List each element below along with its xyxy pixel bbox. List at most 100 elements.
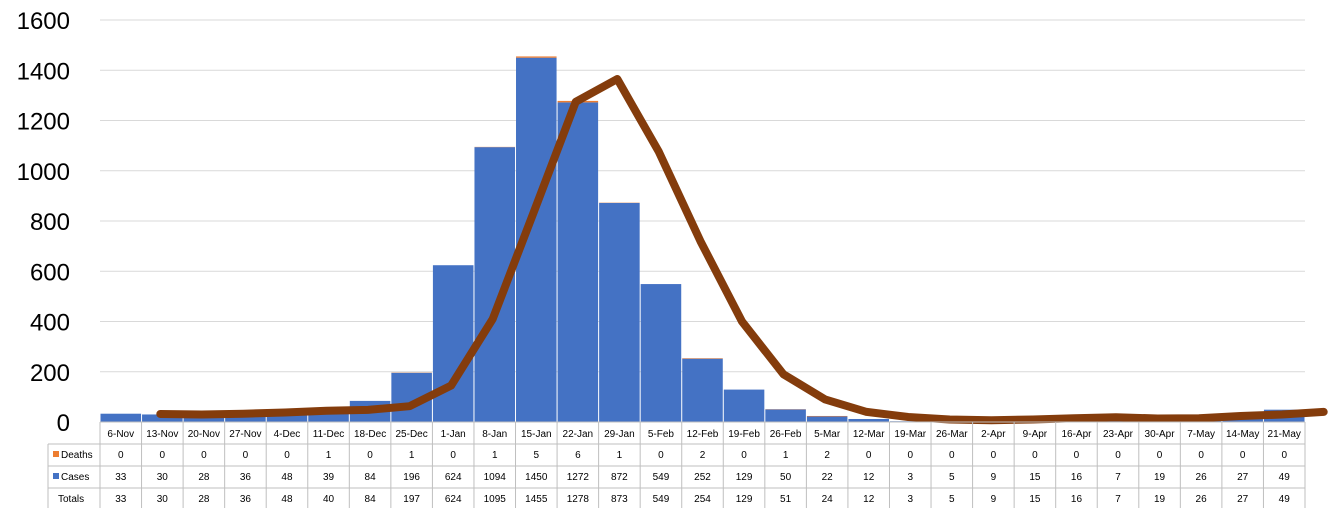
table-cell: 1 — [409, 450, 415, 461]
legend-swatch — [53, 451, 59, 457]
table-cell: 1094 — [484, 472, 507, 483]
x-category-label: 14-May — [1226, 429, 1259, 440]
table-cell: 5 — [534, 450, 540, 461]
table-cell: 1 — [326, 450, 332, 461]
table-cell: 84 — [365, 472, 377, 483]
x-category-label: 20-Nov — [188, 429, 220, 440]
table-cell: 197 — [403, 494, 420, 505]
table-cell: 0 — [243, 450, 249, 461]
table-cell: 1 — [783, 450, 789, 461]
table-cell: 196 — [403, 472, 420, 483]
table-cell: 6 — [575, 450, 581, 461]
table-cell: 1455 — [525, 494, 548, 505]
legend-swatch — [53, 473, 59, 479]
y-tick-label: 800 — [30, 209, 70, 236]
table-cell: 7 — [1115, 494, 1121, 505]
table-cell: 9 — [991, 472, 997, 483]
x-category-label: 5-Feb — [648, 429, 675, 440]
table-row-label: Totals — [58, 494, 84, 505]
table-cell: 19 — [1154, 494, 1166, 505]
table-cell: 9 — [991, 494, 997, 505]
bar-cases — [807, 416, 848, 422]
table-cell: 0 — [866, 450, 872, 461]
table-cell: 0 — [991, 450, 997, 461]
x-category-label: 2-Apr — [981, 429, 1006, 440]
table-cell: 15 — [1029, 494, 1041, 505]
table-row-label: Cases — [61, 472, 89, 483]
table-cell: 0 — [1074, 450, 1080, 461]
table-cell: 12 — [863, 494, 875, 505]
bar-cases — [433, 265, 474, 422]
table-cell: 16 — [1071, 494, 1083, 505]
table-cell: 30 — [157, 472, 169, 483]
y-tick-label: 0 — [57, 410, 70, 437]
table-cell: 5 — [949, 494, 955, 505]
table-cell: 40 — [323, 494, 335, 505]
table-cell: 252 — [694, 472, 711, 483]
x-category-label: 9-Apr — [1023, 429, 1048, 440]
table-cell: 549 — [653, 472, 670, 483]
table-cell: 16 — [1071, 472, 1083, 483]
x-category-label: 21-May — [1268, 429, 1301, 440]
table-cell: 872 — [611, 472, 628, 483]
table-cell: 0 — [741, 450, 747, 461]
table-cell: 0 — [201, 450, 207, 461]
x-category-label: 19-Feb — [728, 429, 760, 440]
table-cell: 26 — [1196, 472, 1208, 483]
table-cell: 0 — [1198, 450, 1204, 461]
table-cell: 22 — [822, 472, 834, 483]
table-cell: 28 — [198, 494, 210, 505]
bar-cases — [724, 390, 765, 422]
table-cell: 36 — [240, 472, 252, 483]
table-cell: 549 — [653, 494, 670, 505]
table-cell: 0 — [949, 450, 955, 461]
table-cell: 0 — [907, 450, 913, 461]
y-tick-label: 1200 — [17, 109, 70, 136]
bar-cases — [101, 414, 142, 422]
table-cell: 873 — [611, 494, 628, 505]
bar-deaths — [516, 56, 557, 57]
x-category-label: 5-Mar — [814, 429, 841, 440]
table-cell: 1278 — [567, 494, 590, 505]
bar-cases — [682, 359, 723, 422]
table-cell: 28 — [198, 472, 210, 483]
table-cell: 1095 — [484, 494, 507, 505]
table-cell: 129 — [736, 472, 753, 483]
x-category-label: 16-Apr — [1061, 429, 1092, 440]
bar-deaths — [682, 358, 723, 359]
table-cell: 254 — [694, 494, 711, 505]
x-category-label: 25-Dec — [396, 429, 428, 440]
table-cell: 48 — [281, 494, 293, 505]
table-cell: 36 — [240, 494, 252, 505]
x-category-label: 26-Feb — [770, 429, 802, 440]
y-tick-label: 400 — [30, 310, 70, 337]
y-tick-label: 1400 — [17, 58, 70, 85]
x-category-label: 26-Mar — [936, 429, 968, 440]
table-cell: 0 — [658, 450, 664, 461]
table-cell: 2 — [700, 450, 706, 461]
table-cell: 84 — [365, 494, 377, 505]
table-cell: 26 — [1196, 494, 1208, 505]
table-cell: 0 — [284, 450, 290, 461]
table-cell: 624 — [445, 494, 462, 505]
table-cell: 39 — [323, 472, 335, 483]
x-category-label: 19-Mar — [894, 429, 926, 440]
table-cell: 0 — [1240, 450, 1246, 461]
table-cell: 51 — [780, 494, 792, 505]
table-cell: 1 — [492, 450, 498, 461]
x-category-label: 18-Dec — [354, 429, 386, 440]
x-category-label: 30-Apr — [1145, 429, 1176, 440]
table-cell: 12 — [863, 472, 875, 483]
table-cell: 0 — [1281, 450, 1287, 461]
table-cell: 3 — [907, 494, 913, 505]
table-cell: 30 — [157, 494, 169, 505]
x-category-label: 11-Dec — [313, 429, 345, 440]
bar-cases — [765, 409, 806, 422]
y-tick-label: 1600 — [17, 8, 70, 35]
table-cell: 0 — [450, 450, 456, 461]
table-cell: 33 — [115, 472, 127, 483]
